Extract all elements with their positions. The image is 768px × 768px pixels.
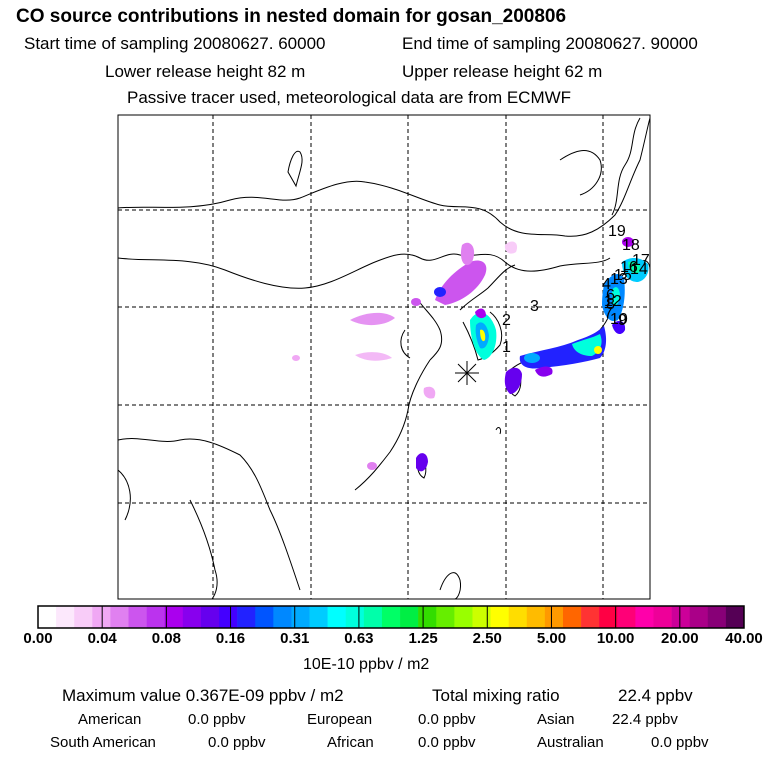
colorbar-swatch xyxy=(219,606,238,628)
colorbar-swatch xyxy=(653,606,672,628)
colorbar-swatch xyxy=(635,606,654,628)
colorbar-tick-label: 0.08 xyxy=(151,630,181,647)
colorbar-swatch xyxy=(725,606,745,628)
european-value: 0.0 ppbv xyxy=(418,711,476,728)
traj-label-1: 1 xyxy=(502,339,511,356)
colorbar-units: 10E-10 ppbv / m2 xyxy=(303,656,430,673)
trajectory-labels: 1 2 3 4 6 7 8 9 10 12 13 14 15 16 17 18 … xyxy=(502,223,650,356)
colorbar-swatch xyxy=(544,606,564,628)
colorbar-swatch xyxy=(526,606,546,628)
african-value: 0.0 ppbv xyxy=(418,734,476,751)
upper-release-height: Upper release height 62 m xyxy=(402,62,603,81)
american-value: 0.0 ppbv xyxy=(188,711,246,728)
traj-label-3: 3 xyxy=(530,298,539,315)
colorbar-tick-label: 20.00 xyxy=(661,630,699,647)
colorbar-swatch xyxy=(56,606,75,628)
colorbar-swatch xyxy=(146,606,166,628)
total-mixing-label: Total mixing ratio xyxy=(432,686,560,705)
colorbar-tick-label: 5.00 xyxy=(536,630,567,647)
colorbar-swatch xyxy=(309,606,328,628)
end-time: End time of sampling 20080627. 90000 xyxy=(402,34,698,53)
colorbar-swatch xyxy=(237,606,256,628)
colorbar-swatch xyxy=(92,606,111,628)
colorbar-frame xyxy=(37,605,745,629)
concentration-field xyxy=(292,237,649,472)
colorbar-swatch xyxy=(200,606,220,628)
australian-value: 0.0 ppbv xyxy=(651,734,709,751)
european-label: European xyxy=(307,711,373,728)
colorbar-swatch xyxy=(436,606,455,628)
colorbar-swatch xyxy=(472,606,491,628)
colorbar-swatch xyxy=(128,606,147,628)
traj-label-18: 18 xyxy=(622,237,640,254)
total-mixing-value: 22.4 ppbv xyxy=(618,686,693,705)
colorbar-swatch xyxy=(381,606,401,628)
colorbar-swatch xyxy=(38,606,57,628)
max-value: Maximum value 0.367E-09 ppbv / m2 xyxy=(62,686,344,705)
colorbar-swatch xyxy=(671,606,690,628)
traj-label-8: 8 xyxy=(606,296,615,313)
colorbar-swatch xyxy=(327,606,347,628)
colorbar-swatch xyxy=(255,606,274,628)
traj-label-16: 16 xyxy=(620,259,638,276)
colorbar-swatch xyxy=(707,606,727,628)
plot-title: CO source contributions in nested domain… xyxy=(16,6,567,27)
colorbar-tick-label: 0.31 xyxy=(280,630,310,647)
american-label: American xyxy=(78,711,142,728)
colorbar-swatch xyxy=(110,606,129,628)
colorbar-tick-label: 40.00 xyxy=(725,630,763,647)
traj-label-14: 14 xyxy=(630,261,648,278)
traj-label-19: 19 xyxy=(608,223,626,240)
colorbar-swatch xyxy=(581,606,600,628)
colorbar-swatch xyxy=(291,606,310,628)
australian-label: Australian xyxy=(537,734,604,751)
south-american-label: South American xyxy=(50,734,156,751)
colorbar-tick-label: 0.16 xyxy=(215,630,246,647)
colorbar-tick-label: 10.00 xyxy=(596,630,635,647)
colorbar-swatch xyxy=(617,606,636,628)
colorbar-swatch xyxy=(273,606,292,628)
colorbar-tick-label: 0.63 xyxy=(344,630,374,647)
colorbar-swatch xyxy=(400,606,419,628)
asian-label: Asian xyxy=(537,711,575,728)
start-time: Start time of sampling 20080627. 60000 xyxy=(24,34,326,53)
colorbar-swatch xyxy=(599,606,618,628)
traj-label-15: 15 xyxy=(614,267,632,284)
colorbar-swatch xyxy=(418,606,437,628)
south-american-value: 0.0 ppbv xyxy=(208,734,266,751)
colorbar-swatch xyxy=(182,606,202,628)
traj-label-7: 7 xyxy=(604,305,613,322)
colorbar-swatch xyxy=(508,606,528,628)
colorbar-swatch xyxy=(363,606,383,628)
african-label: African xyxy=(327,734,374,751)
receptor-marker xyxy=(455,361,479,385)
traj-label-13: 13 xyxy=(610,271,628,288)
colorbar-tick-label: 0.04 xyxy=(87,630,117,647)
colorbar-swatch xyxy=(562,606,582,628)
traj-label-6: 6 xyxy=(606,287,615,304)
colorbar-swatch xyxy=(74,606,93,628)
colorbar-swatch xyxy=(164,606,184,628)
traj-label-17: 17 xyxy=(632,252,650,269)
traj-label-9: 9 xyxy=(618,312,627,329)
asian-value: 22.4 ppbv xyxy=(612,711,678,728)
colorbar-tick-label: 1.25 xyxy=(408,630,438,647)
colorbar-swatch xyxy=(454,606,473,628)
traj-label-2: 2 xyxy=(502,312,511,329)
colorbar-tick-label: 2.50 xyxy=(472,630,502,647)
lower-release-height: Lower release height 82 m xyxy=(105,62,306,81)
colorbar-swatch xyxy=(689,606,709,628)
traj-label-12: 12 xyxy=(604,293,622,310)
traj-label-10: 10 xyxy=(610,311,628,328)
colorbar-swatch xyxy=(490,606,509,628)
colorbar-tick-label: 0.00 xyxy=(23,630,53,647)
traj-label-4: 4 xyxy=(602,276,611,293)
tracer-note: Passive tracer used, meteorological data… xyxy=(127,88,572,107)
colorbar-swatch xyxy=(345,606,365,628)
